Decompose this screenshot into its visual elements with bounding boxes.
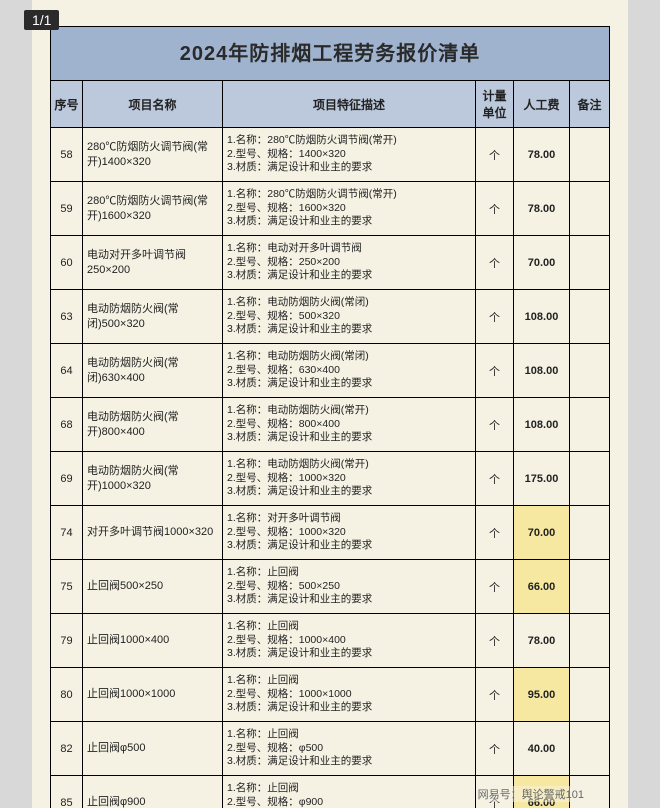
cell-desc: 1.名称：止回阀 2.型号、规格：1000×400 3.材质：满足设计和业主的要… bbox=[223, 614, 476, 668]
cell-name: 止回阀φ500 bbox=[83, 722, 223, 776]
document-title: 2024年防排烟工程劳务报价清单 bbox=[50, 26, 610, 80]
cell-desc: 1.名称：280℃防烟防火调节阀(常开) 2.型号、规格：1400×320 3.… bbox=[223, 128, 476, 182]
cell-remark bbox=[570, 560, 610, 614]
page-indicator-badge: 1/1 bbox=[24, 10, 59, 30]
cell-remark bbox=[570, 290, 610, 344]
cell-cost: 78.00 bbox=[514, 182, 570, 236]
cell-unit: 个 bbox=[476, 560, 514, 614]
cell-unit: 个 bbox=[476, 290, 514, 344]
cell-unit: 个 bbox=[476, 614, 514, 668]
cell-desc: 1.名称：对开多叶调节阀 2.型号、规格：1000×320 3.材质：满足设计和… bbox=[223, 506, 476, 560]
cell-desc: 1.名称：电动防烟防火阀(常开) 2.型号、规格：800×400 3.材质：满足… bbox=[223, 398, 476, 452]
cell-desc: 1.名称：电动对开多叶调节阀 2.型号、规格：250×200 3.材质：满足设计… bbox=[223, 236, 476, 290]
cell-desc: 1.名称：止回阀 2.型号、规格：1000×1000 3.材质：满足设计和业主的… bbox=[223, 668, 476, 722]
cell-remark bbox=[570, 506, 610, 560]
cell-cost: 78.00 bbox=[514, 128, 570, 182]
cell-seq: 59 bbox=[51, 182, 83, 236]
cell-cost: 66.00 bbox=[514, 560, 570, 614]
cell-remark bbox=[570, 344, 610, 398]
cell-unit: 个 bbox=[476, 668, 514, 722]
cell-unit: 个 bbox=[476, 344, 514, 398]
cell-unit: 个 bbox=[476, 398, 514, 452]
cell-remark bbox=[570, 668, 610, 722]
table-row: 80止回阀1000×10001.名称：止回阀 2.型号、规格：1000×1000… bbox=[51, 668, 610, 722]
cell-cost: 95.00 bbox=[514, 668, 570, 722]
col-name: 项目名称 bbox=[83, 81, 223, 128]
cell-desc: 1.名称：电动防烟防火阀(常闭) 2.型号、规格：630×400 3.材质：满足… bbox=[223, 344, 476, 398]
cell-remark bbox=[570, 128, 610, 182]
cell-seq: 80 bbox=[51, 668, 83, 722]
cell-desc: 1.名称：止回阀 2.型号、规格：500×250 3.材质：满足设计和业主的要求 bbox=[223, 560, 476, 614]
cell-seq: 58 bbox=[51, 128, 83, 182]
cell-remark bbox=[570, 614, 610, 668]
cell-desc: 1.名称：电动防烟防火阀(常闭) 2.型号、规格：500×320 3.材质：满足… bbox=[223, 290, 476, 344]
cell-name: 止回阀1000×400 bbox=[83, 614, 223, 668]
cell-cost: 108.00 bbox=[514, 344, 570, 398]
cell-name: 电动防烟防火阀(常闭)630×400 bbox=[83, 344, 223, 398]
table-row: 74对开多叶调节阀1000×3201.名称：对开多叶调节阀 2.型号、规格：10… bbox=[51, 506, 610, 560]
cell-seq: 85 bbox=[51, 776, 83, 808]
cell-cost: 70.00 bbox=[514, 236, 570, 290]
col-unit: 计量单位 bbox=[476, 81, 514, 128]
table-header-row: 序号 项目名称 项目特征描述 计量单位 人工费 备注 bbox=[51, 81, 610, 128]
cell-cost: 70.00 bbox=[514, 506, 570, 560]
cell-unit: 个 bbox=[476, 128, 514, 182]
watermark-text: 网易号：舆论警戒101 bbox=[476, 786, 586, 802]
cell-name: 电动防烟防火阀(常闭)500×320 bbox=[83, 290, 223, 344]
cell-unit: 个 bbox=[476, 722, 514, 776]
cell-unit: 个 bbox=[476, 506, 514, 560]
cell-seq: 68 bbox=[51, 398, 83, 452]
table-row: 64电动防烟防火阀(常闭)630×4001.名称：电动防烟防火阀(常闭) 2.型… bbox=[51, 344, 610, 398]
table-row: 63电动防烟防火阀(常闭)500×3201.名称：电动防烟防火阀(常闭) 2.型… bbox=[51, 290, 610, 344]
table-row: 82止回阀φ5001.名称：止回阀 2.型号、规格：φ500 3.材质：满足设计… bbox=[51, 722, 610, 776]
cell-cost: 108.00 bbox=[514, 398, 570, 452]
cell-seq: 74 bbox=[51, 506, 83, 560]
cell-cost: 40.00 bbox=[514, 722, 570, 776]
cell-seq: 64 bbox=[51, 344, 83, 398]
cell-unit: 个 bbox=[476, 452, 514, 506]
col-seq: 序号 bbox=[51, 81, 83, 128]
cell-unit: 个 bbox=[476, 182, 514, 236]
col-remark: 备注 bbox=[570, 81, 610, 128]
cell-desc: 1.名称：电动防烟防火阀(常开) 2.型号、规格：1000×320 3.材质：满… bbox=[223, 452, 476, 506]
table-row: 60电动对开多叶调节阀250×2001.名称：电动对开多叶调节阀 2.型号、规格… bbox=[51, 236, 610, 290]
cell-name: 电动防烟防火阀(常开)800×400 bbox=[83, 398, 223, 452]
table-row: 58280℃防烟防火调节阀(常开)1400×3201.名称：280℃防烟防火调节… bbox=[51, 128, 610, 182]
cell-remark bbox=[570, 398, 610, 452]
cell-remark bbox=[570, 452, 610, 506]
cell-remark bbox=[570, 182, 610, 236]
cell-name: 电动防烟防火阀(常开)1000×320 bbox=[83, 452, 223, 506]
cell-seq: 60 bbox=[51, 236, 83, 290]
cell-seq: 82 bbox=[51, 722, 83, 776]
cell-name: 止回阀φ900 bbox=[83, 776, 223, 808]
cell-seq: 79 bbox=[51, 614, 83, 668]
cell-cost: 175.00 bbox=[514, 452, 570, 506]
cell-name: 止回阀1000×1000 bbox=[83, 668, 223, 722]
cell-name: 280℃防烟防火调节阀(常开)1600×320 bbox=[83, 182, 223, 236]
table-row: 59280℃防烟防火调节阀(常开)1600×3201.名称：280℃防烟防火调节… bbox=[51, 182, 610, 236]
cell-desc: 1.名称：280℃防烟防火调节阀(常开) 2.型号、规格：1600×320 3.… bbox=[223, 182, 476, 236]
cell-name: 电动对开多叶调节阀250×200 bbox=[83, 236, 223, 290]
col-cost: 人工费 bbox=[514, 81, 570, 128]
col-desc: 项目特征描述 bbox=[223, 81, 476, 128]
document-page: 2024年防排烟工程劳务报价清单 序号 项目名称 项目特征描述 计量单位 人工费… bbox=[32, 0, 628, 808]
table-row: 79止回阀1000×4001.名称：止回阀 2.型号、规格：1000×400 3… bbox=[51, 614, 610, 668]
cell-seq: 69 bbox=[51, 452, 83, 506]
table-row: 69电动防烟防火阀(常开)1000×3201.名称：电动防烟防火阀(常开) 2.… bbox=[51, 452, 610, 506]
cell-name: 对开多叶调节阀1000×320 bbox=[83, 506, 223, 560]
table-row: 68电动防烟防火阀(常开)800×4001.名称：电动防烟防火阀(常开) 2.型… bbox=[51, 398, 610, 452]
table-row: 75止回阀500×2501.名称：止回阀 2.型号、规格：500×250 3.材… bbox=[51, 560, 610, 614]
cell-remark bbox=[570, 722, 610, 776]
cell-cost: 78.00 bbox=[514, 614, 570, 668]
quotation-table: 序号 项目名称 项目特征描述 计量单位 人工费 备注 58280℃防烟防火调节阀… bbox=[50, 80, 610, 808]
cell-seq: 63 bbox=[51, 290, 83, 344]
cell-cost: 108.00 bbox=[514, 290, 570, 344]
cell-name: 止回阀500×250 bbox=[83, 560, 223, 614]
cell-seq: 75 bbox=[51, 560, 83, 614]
cell-remark bbox=[570, 236, 610, 290]
cell-desc: 1.名称：止回阀 2.型号、规格：φ500 3.材质：满足设计和业主的要求 bbox=[223, 722, 476, 776]
cell-desc: 1.名称：止回阀 2.型号、规格：φ900 3.材质：满足设计和业主的要求 bbox=[223, 776, 476, 808]
cell-unit: 个 bbox=[476, 236, 514, 290]
cell-name: 280℃防烟防火调节阀(常开)1400×320 bbox=[83, 128, 223, 182]
